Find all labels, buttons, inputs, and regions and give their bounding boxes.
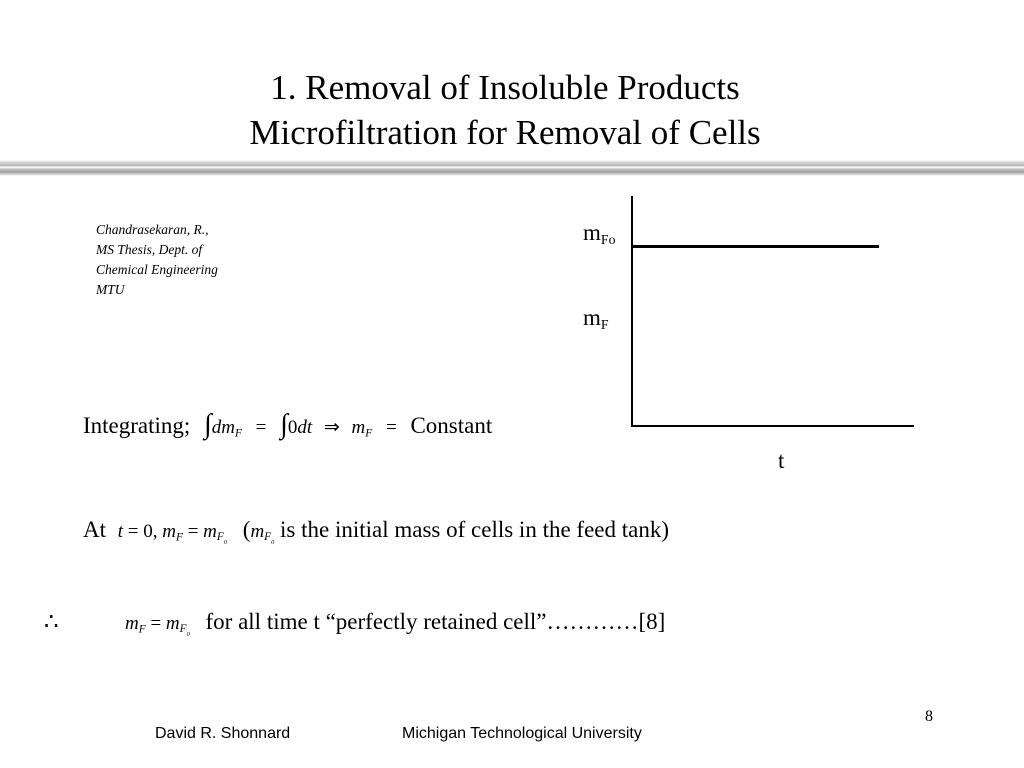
therefore-symbol: ∴: [44, 609, 59, 634]
footer-university: Michigan Technological University: [402, 725, 642, 742]
integrating-label: Integrating;: [83, 413, 191, 438]
y-label-mfo: mFo: [583, 220, 616, 248]
y-axis: [631, 196, 633, 427]
conclusion-text: for all time t “perfectly retained cell”…: [205, 609, 666, 634]
initial-note: is the initial mass of cells in the feed…: [280, 517, 670, 542]
title-divider: [0, 160, 1024, 176]
y-label-mf: mF: [583, 305, 609, 333]
citation-line: Chemical Engineering: [96, 262, 218, 277]
slide-title-line1: 1. Removal of Insoluble Products: [270, 68, 740, 107]
constant-word: Constant: [410, 413, 493, 438]
slide-title-line2: Microfiltration for Removal of Cells: [249, 113, 761, 152]
at-label: At: [83, 517, 106, 542]
citation-line: Chandrasekaran, R.,: [96, 222, 209, 237]
x-label-t: t: [778, 448, 785, 473]
citation-line: MTU: [96, 282, 125, 297]
page-number: 8: [925, 708, 933, 725]
constant-mass-line: [633, 245, 879, 248]
footer-author: David R. Shonnard: [155, 725, 291, 742]
integrating-equation: Integrating; ∫dmF = ∫0dt ⇒ mF = Constant: [83, 409, 493, 440]
x-axis: [631, 425, 914, 427]
initial-condition: At t = 0, mF = mF0 (mF0 is the initial m…: [83, 517, 670, 547]
conclusion-equation: mF = mF0 for all time t “perfectly retai…: [125, 609, 666, 639]
citation-block: Chandrasekaran, R., MS Thesis, Dept. of …: [96, 220, 218, 300]
citation-line: MS Thesis, Dept. of: [96, 242, 203, 257]
